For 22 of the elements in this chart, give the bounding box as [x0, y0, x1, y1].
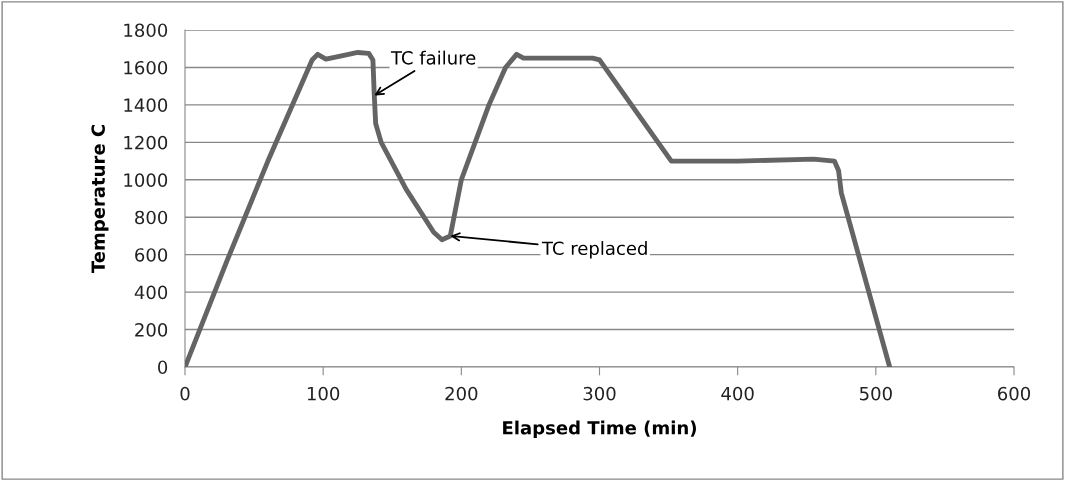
y-tick-label: 800 — [135, 210, 168, 225]
annotation: TC failure — [390, 50, 476, 65]
y-axis-title: Temperature C — [91, 124, 109, 274]
annotation: TC replaced — [541, 241, 647, 259]
x-tick-label: 600 — [998, 386, 1031, 401]
y-tick-label: 1400 — [124, 98, 168, 113]
x-tick-label: 0 — [180, 386, 190, 401]
x-tick-label: 100 — [307, 386, 340, 401]
y-tick-label: 0 — [158, 360, 168, 375]
y-tick-label: 1200 — [124, 135, 168, 150]
y-tick-label: 1600 — [124, 60, 168, 75]
x-tick-label: 300 — [583, 386, 616, 401]
y-tick-label: 200 — [135, 323, 168, 337]
x-tick-label: 400 — [721, 386, 754, 401]
x-tick-label: 500 — [860, 386, 892, 401]
y-tick-label: 600 — [135, 248, 168, 262]
x-axis-title: Elapsed Time (min) — [503, 420, 696, 439]
x-tick-label: 200 — [445, 386, 478, 401]
y-tick-label: 400 — [134, 285, 168, 300]
y-tick-label: 1000 — [124, 173, 168, 187]
y-tick-label: 1800 — [124, 23, 168, 38]
line-series — [185, 50, 893, 367]
